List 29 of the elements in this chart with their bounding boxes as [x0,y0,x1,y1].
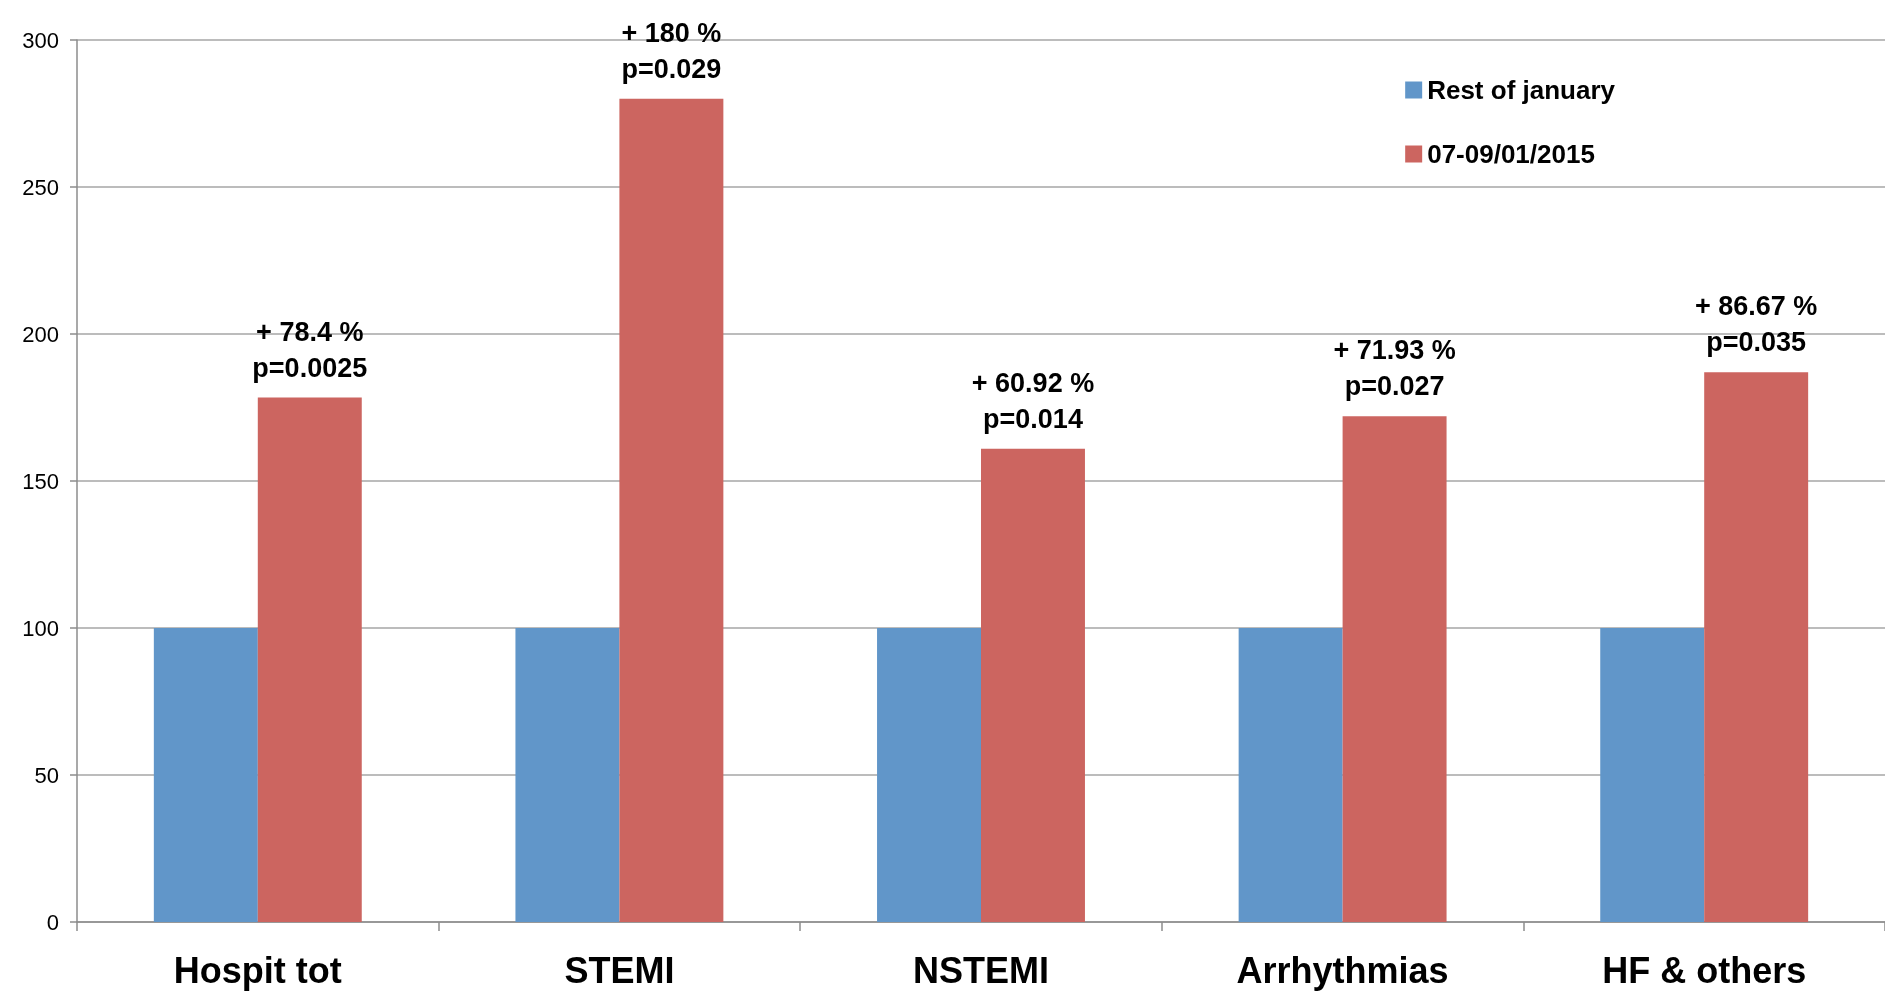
x-tick-label: Arrhythmias [1236,949,1449,991]
legend-label: Rest of january [1427,75,1616,105]
x-tick-label: NSTEMI [912,949,1050,991]
y-tick-label: 100 [22,615,59,641]
x-tick-label: STEMI [564,949,675,991]
y-tick-label: 300 [22,27,59,53]
bar [981,448,1085,922]
bar [257,397,362,922]
annotation: + 180 % p=0.029 [621,17,722,84]
bar [1342,416,1447,922]
annotation: + 78.4 % p=0.0025 [252,316,368,383]
annotation: + 86.67 % p=0.035 [1695,291,1818,358]
y-tick-label: 50 [34,762,59,788]
x-tick-label: HF & others [1602,949,1807,991]
bar [877,628,981,922]
y-tick-label: 0 [46,909,59,935]
annotation: + 71.93 % p=0.027 [1333,335,1456,402]
x-tick-label: Hospit tot [173,949,342,991]
y-tick-label: 200 [22,321,59,347]
bar [619,98,724,922]
y-tick-label: 150 [22,468,59,494]
legend-label: 07-09/01/2015 [1427,139,1595,169]
annotation: + 60.92 % p=0.014 [971,367,1095,434]
bar [1704,372,1809,922]
bar [1238,628,1343,922]
bar [1600,628,1705,922]
y-tick-label: 250 [22,174,59,200]
bar [153,628,258,922]
bar [515,628,620,922]
